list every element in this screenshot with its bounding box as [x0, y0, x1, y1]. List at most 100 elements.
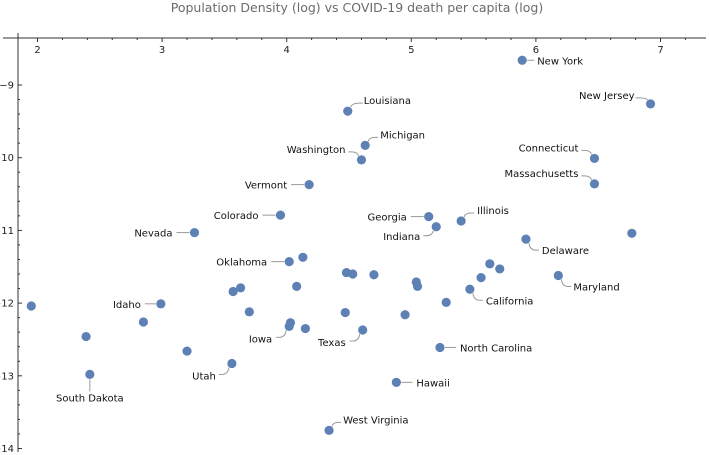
label-leader-line — [276, 330, 287, 338]
data-point — [228, 286, 238, 297]
data-point — [235, 283, 246, 293]
data-point — [456, 216, 466, 226]
data-point — [284, 321, 294, 331]
point-label: West Virginia — [343, 415, 408, 426]
data-point — [182, 346, 192, 356]
data-point — [138, 317, 149, 327]
point-label: South Dakota — [56, 393, 124, 404]
data-point — [26, 301, 36, 311]
label-leader-line — [635, 97, 648, 101]
point-label: Iowa — [249, 334, 272, 345]
data-point — [441, 297, 451, 307]
point-label: Georgia — [368, 213, 407, 224]
label-leader-line — [581, 175, 592, 181]
chart-title: Population Density (log) vs COVID-19 dea… — [171, 0, 544, 15]
label-leader-line — [349, 333, 361, 342]
data-point — [304, 179, 314, 190]
data-point — [358, 325, 368, 335]
x-tick-label: 6 — [533, 45, 539, 56]
data-points — [26, 55, 656, 435]
x-tick-label: 3 — [159, 45, 165, 56]
data-point — [85, 369, 95, 379]
point-label: Michigan — [380, 130, 425, 141]
label-leader-line — [367, 136, 379, 142]
point-label: Washington — [287, 145, 346, 156]
data-point — [400, 310, 410, 320]
data-point — [553, 270, 563, 281]
data-point — [292, 281, 302, 291]
data-point — [476, 273, 486, 283]
point-label: Delaware — [542, 246, 589, 257]
x-tick-label: 7 — [657, 45, 663, 56]
data-point — [645, 99, 656, 109]
data-point — [435, 342, 445, 353]
data-point — [517, 55, 527, 65]
data-point — [521, 234, 531, 244]
y-tick-label: −14 — [0, 444, 14, 455]
point-label: Nevada — [134, 229, 172, 240]
point-label: Louisiana — [364, 96, 411, 107]
point-label: New Jersey — [579, 91, 635, 102]
point-label: Maryland — [573, 282, 619, 293]
point-label: California — [486, 296, 534, 307]
data-point — [298, 252, 308, 262]
point-label: Texas — [317, 338, 346, 349]
label-leader-line — [560, 279, 572, 287]
point-label: Vermont — [245, 181, 287, 192]
data-point — [340, 307, 350, 318]
y-tick-label: −9 — [0, 81, 14, 92]
point-label: North Carolina — [460, 343, 532, 354]
point-label: Indiana — [383, 232, 420, 243]
label-leader-line — [463, 212, 475, 218]
data-point — [627, 228, 637, 238]
data-point — [485, 259, 495, 269]
y-tick-label: −10 — [0, 153, 14, 164]
data-point — [431, 222, 441, 232]
data-point — [324, 425, 334, 435]
data-point — [465, 284, 475, 294]
point-label: Hawaii — [416, 378, 450, 389]
data-point — [589, 179, 600, 189]
data-point — [81, 331, 91, 342]
data-point — [227, 358, 237, 369]
point-label: Idaho — [113, 300, 141, 311]
data-point — [275, 210, 286, 220]
data-point — [369, 270, 379, 280]
data-point — [589, 153, 600, 164]
data-point — [189, 227, 200, 238]
data-point — [284, 257, 294, 267]
data-point — [348, 269, 358, 279]
data-point — [343, 106, 353, 116]
point-label: Illinois — [477, 206, 509, 217]
data-point — [244, 307, 254, 317]
point-label: Colorado — [214, 211, 259, 222]
x-tick-label: 5 — [408, 45, 414, 56]
data-point — [300, 323, 310, 334]
label-leader-line — [472, 293, 483, 301]
label-leader-line — [331, 421, 342, 427]
label-leader-line — [581, 149, 592, 155]
x-tick-label: 2 — [34, 45, 40, 56]
label-leader-line — [528, 243, 539, 251]
y-tick-label: −11 — [0, 226, 14, 237]
data-point — [391, 377, 401, 387]
label-leaders — [89, 59, 648, 427]
label-leader-line — [350, 102, 363, 108]
label-leader-line — [348, 151, 359, 157]
point-label: New York — [537, 56, 583, 67]
data-point — [360, 140, 370, 150]
data-point — [412, 281, 423, 291]
data-point — [495, 264, 505, 274]
y-tick-label: −12 — [0, 299, 14, 310]
data-point — [356, 155, 367, 165]
y-tick-label: −13 — [0, 371, 14, 382]
point-label: Massachusetts — [505, 169, 579, 180]
data-point — [156, 299, 166, 309]
label-leader-line — [423, 230, 434, 237]
point-label: Connecticut — [519, 143, 579, 154]
point-labels: New York New Jersey Louisiana Michigan Washi… — [56, 56, 635, 426]
label-leader-line — [218, 367, 230, 375]
axis-ticks: 2 3 4 5 6 7 −9 −10 −11 −12 −13 −14 — [0, 38, 686, 455]
point-label: Utah — [192, 371, 216, 382]
